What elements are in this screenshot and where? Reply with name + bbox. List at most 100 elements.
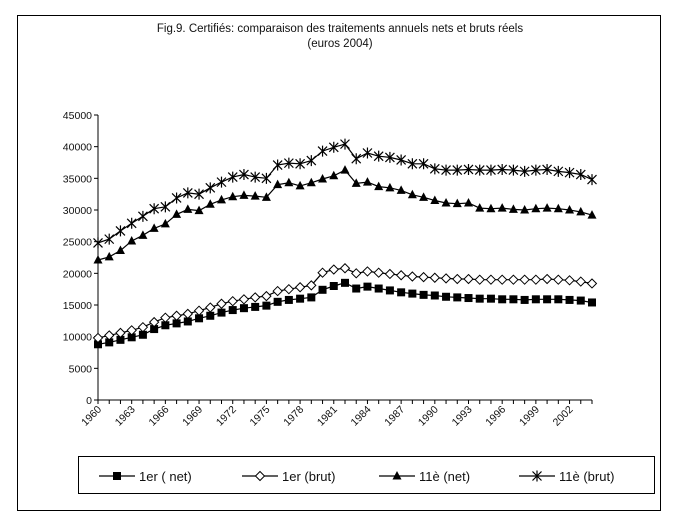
data-point [340,165,350,174]
marker-square [228,306,237,315]
data-point [543,295,552,304]
marker-square [116,335,125,344]
marker-diamond [254,470,266,482]
marker-star [542,163,553,175]
marker-square [150,325,159,334]
marker-square [442,292,451,301]
marker-square [251,302,260,311]
data-point [318,173,328,183]
marker-star [486,164,496,176]
data-point [474,164,485,176]
marker-star [530,164,541,176]
data-point [430,195,440,204]
data-point [553,165,564,177]
data-point [284,177,294,187]
marker-diamond [238,294,250,305]
marker-star [205,182,216,194]
data-point [385,182,395,192]
marker-square [363,282,372,291]
data-point [318,285,327,294]
data-point [576,206,586,216]
data-point [464,198,473,207]
marker-star [250,171,261,183]
data-point [520,295,529,304]
data-point [362,266,373,277]
marker-triangle [531,203,541,213]
data-point [239,169,249,181]
data-point [149,223,159,232]
data-point [116,335,125,344]
marker-triangle [419,192,429,201]
data-point [105,338,114,347]
marker-star [508,164,519,176]
y-tick-label: 35000 [63,173,92,185]
data-point [384,268,396,280]
data-point [183,317,192,326]
data-point [374,181,384,191]
data-point [397,288,406,297]
marker-star [429,163,440,175]
x-tick-label: 1993 [450,404,475,429]
marker-diamond [474,274,485,285]
marker-star [340,138,350,150]
data-point [160,312,171,323]
data-point [295,180,305,190]
legend-marker [532,470,542,482]
data-point [328,141,339,153]
data-point [442,292,451,301]
series-line-2 [97,267,593,339]
marker-star [587,174,597,186]
marker-diamond [104,330,115,341]
marker-star [418,158,429,170]
marker-square [374,284,383,293]
marker-star [93,237,103,249]
data-point [104,233,115,245]
marker-star [452,164,463,176]
marker-star [239,169,249,181]
data-point [228,306,237,315]
x-tick-label: 1996 [483,404,508,429]
marker-square [217,308,226,317]
marker-square [509,295,518,304]
chart-title-block: Fig.9. Certifiés: comparaison des traite… [0,22,680,52]
data-point [115,327,126,339]
data-point [283,283,295,295]
data-point [430,291,439,300]
data-point [227,295,238,307]
marker-star [362,147,373,159]
marker-square [520,295,529,304]
marker-square [206,311,215,320]
data-point [554,295,563,304]
y-tick-label: 20000 [63,268,92,280]
marker-star [396,154,407,166]
data-point [553,274,564,285]
x-tick-label: 1981 [315,404,340,429]
data-point [452,164,463,176]
data-point [194,188,204,200]
data-point [519,165,530,177]
data-point [509,295,518,304]
data-point [530,164,541,176]
data-point [351,153,362,165]
data-point [418,271,429,283]
marker-diamond [440,273,452,284]
marker-triangle [576,206,586,216]
marker-triangle [362,177,372,186]
marker-star [575,169,586,181]
data-point [586,278,598,289]
data-point [395,270,407,281]
marker-diamond [452,273,463,285]
marker-square [113,472,121,480]
data-point [194,205,204,215]
x-tick-label: 1999 [517,404,542,429]
marker-diamond [351,268,362,279]
marker-square [94,340,102,349]
marker-triangle [250,191,260,200]
data-point [261,172,272,184]
legend-label: 11è (net) [419,469,470,484]
marker-square [531,295,540,304]
marker-diamond [564,275,575,286]
data-point [351,178,361,187]
marker-star [227,171,238,183]
